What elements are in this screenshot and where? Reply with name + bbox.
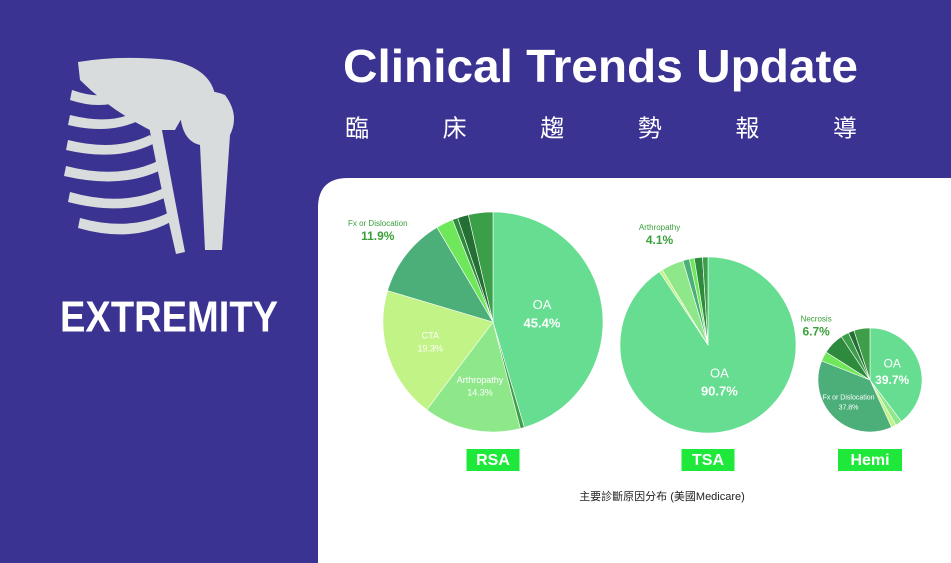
pie-slice (869, 327, 923, 422)
pie-slice (817, 360, 892, 433)
slice-value-label: 39.7% (875, 373, 909, 387)
slice-value-label: 4.1% (646, 233, 674, 247)
slice-value-label: 14.3% (467, 387, 493, 397)
slice-value-label: 19.3% (418, 343, 444, 353)
pie-slice (467, 211, 494, 323)
slice-label: Fx or Dislocation (822, 395, 874, 402)
slice-label: OA (533, 297, 552, 312)
slice-value-label: 45.4% (524, 315, 561, 330)
slice-label: CTA (422, 331, 439, 341)
pie-slice (382, 290, 494, 411)
bone-illustration (64, 57, 234, 254)
footnote: 主要診斷原因分布 (美國Medicare) (579, 489, 745, 503)
slice-label: OA (710, 365, 729, 380)
slice-value-label: 6.7% (802, 324, 830, 338)
chart-title: TSA (692, 452, 724, 469)
slice-value-label: 37.8% (839, 404, 859, 411)
pie-slice (702, 256, 709, 346)
section-label: EXTREMITY (60, 293, 278, 342)
chart-title: Hemi (850, 452, 889, 469)
slice-value-label: 90.7% (701, 383, 738, 398)
pie-slice (426, 321, 521, 433)
slice-label: Necrosis (801, 314, 832, 323)
slice-label: Arthropathy (639, 223, 680, 232)
slice-label: Arthropathy (457, 375, 504, 385)
chart-title-box (681, 449, 735, 471)
slice-label: Fx or Dislocation (348, 219, 408, 228)
page-title: Clinical Trends Update (343, 40, 858, 92)
chart-title-box (466, 449, 520, 471)
slice-value-label: 11.9% (361, 229, 395, 243)
pie-slice (492, 211, 604, 428)
chart-title: RSA (476, 452, 510, 469)
chart-title-box (838, 449, 902, 471)
pie-slice (387, 226, 494, 323)
pie-slice (853, 327, 871, 381)
slice-label: OA (884, 356, 901, 370)
